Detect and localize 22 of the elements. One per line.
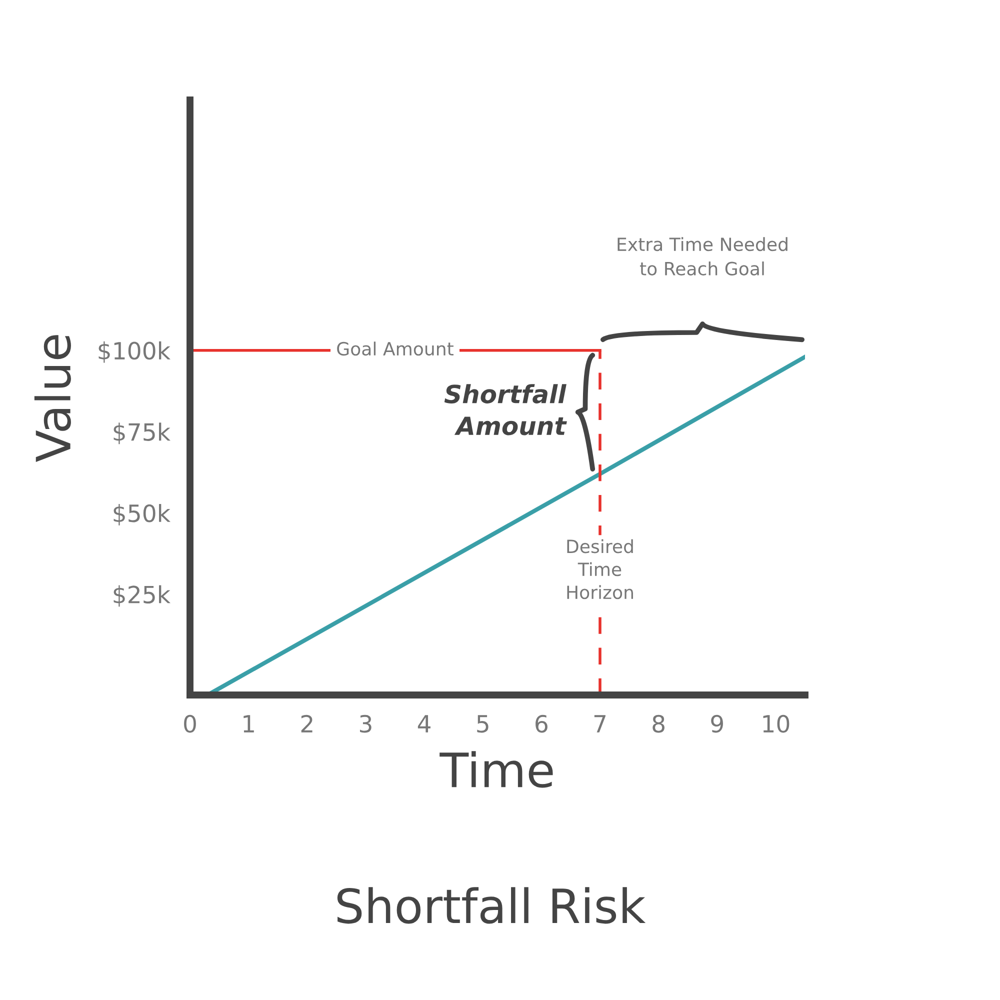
y-tick-label: $75k xyxy=(114,422,170,444)
text: Shortfall Risk xyxy=(337,887,646,924)
x-tick-label: 4 xyxy=(418,715,430,732)
y-tick-label: $50k xyxy=(114,504,170,526)
x-tick-label: 0 xyxy=(184,714,196,733)
y-axis-title: Value xyxy=(34,335,71,462)
x-axis-title: Time xyxy=(440,751,553,788)
x-tick-label: 3 xyxy=(360,714,372,733)
ref-line-label: Desired Time Horizon xyxy=(567,539,633,600)
x-tick-label: 7 xyxy=(594,715,606,732)
annotation: Shortfall Amount xyxy=(444,384,567,436)
y-tick-label: $25k xyxy=(114,585,170,607)
x-tick-label: 5 xyxy=(477,715,488,733)
x-tick-label: 8 xyxy=(652,714,664,733)
annotation: Extra Time Needed to Reach Goal xyxy=(618,237,788,276)
x-tick-label: 1 xyxy=(244,715,254,732)
x-tick-label: 2 xyxy=(301,714,312,732)
x-tick-label: 9 xyxy=(711,714,723,733)
x-tick-label: 6 xyxy=(536,714,548,733)
y-tick-label: $100k xyxy=(98,341,170,363)
x-tick-label: 10 xyxy=(763,714,790,733)
ref-line-label: Goal Amount xyxy=(337,342,454,356)
